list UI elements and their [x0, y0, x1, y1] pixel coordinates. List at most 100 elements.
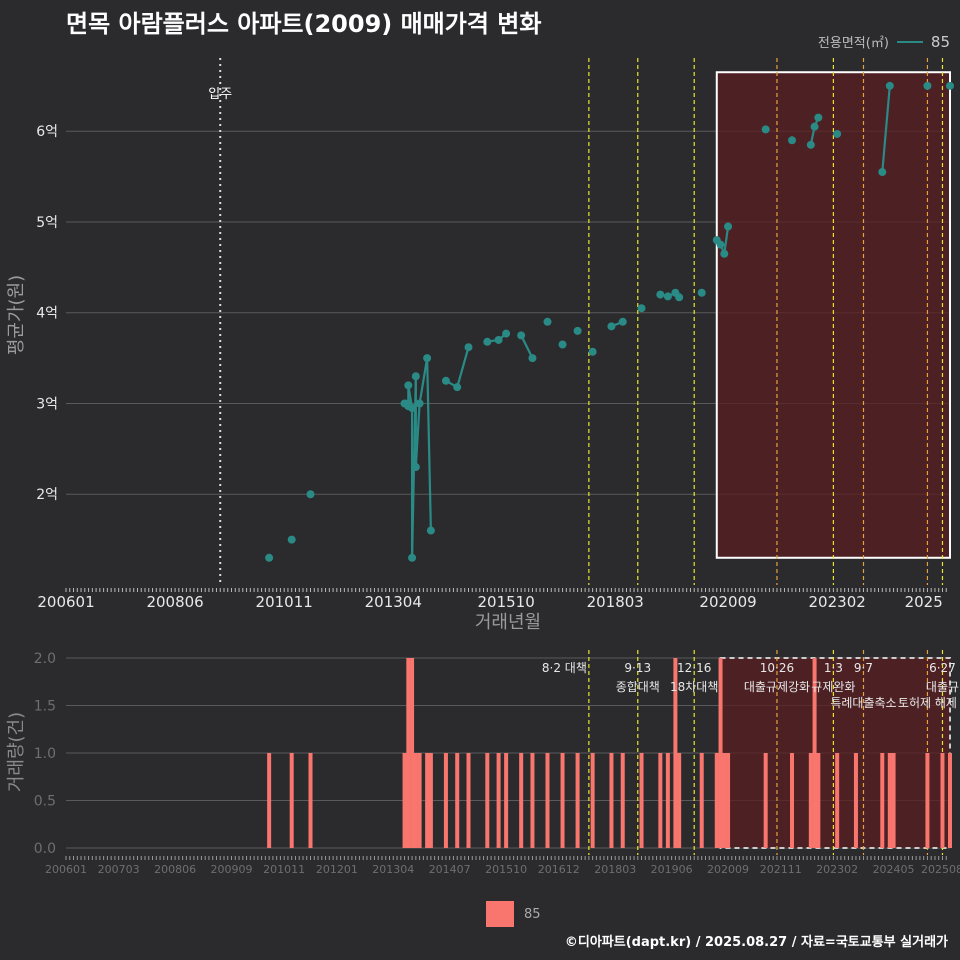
data-point	[697, 288, 706, 297]
legend-bar-swatch	[486, 901, 514, 927]
data-point	[404, 381, 413, 390]
volume-bar	[410, 658, 415, 848]
volume-bar	[790, 753, 795, 848]
series-line	[426, 358, 432, 531]
policy-label-detail: 대출규	[926, 680, 959, 694]
volume-bar	[443, 753, 448, 848]
x-axis-title: 거래년월	[475, 612, 541, 633]
volume-bar	[545, 753, 550, 848]
move-in-label: 입주	[208, 87, 232, 102]
volume-bar	[948, 753, 952, 848]
data-point	[573, 326, 582, 335]
data-point	[464, 343, 473, 352]
y-tick-label: 2억	[36, 487, 58, 503]
volume-bar	[808, 753, 813, 848]
policy-label: 6·27	[929, 661, 956, 675]
policy-label-detail: 토허제 해제	[898, 696, 957, 710]
data-point	[543, 317, 552, 326]
x-tick-label-volume: 200806	[154, 863, 196, 876]
data-point	[618, 317, 627, 326]
volume-bar	[496, 753, 501, 848]
volume-bar	[677, 753, 682, 848]
x-tick-label: 202302	[809, 593, 866, 611]
data-point	[885, 81, 894, 90]
data-point	[528, 354, 537, 363]
volume-bar	[763, 753, 768, 848]
x-tick-label-volume: 202009	[707, 863, 749, 876]
x-tick-label: 200601	[37, 593, 94, 611]
data-point	[411, 463, 420, 472]
policy-label-detail: 특례대출축소	[830, 696, 896, 710]
y-tick-label: 3억	[36, 396, 58, 412]
x-tick-label-volume: 201011	[263, 863, 305, 876]
x-tick-label: 201011	[256, 593, 313, 611]
volume-bar	[530, 753, 535, 848]
data-point	[426, 526, 435, 535]
y-tick-label: 6억	[36, 124, 58, 140]
data-point	[878, 168, 887, 177]
data-point	[517, 331, 526, 340]
volume-bar	[925, 753, 930, 848]
volume-bar	[560, 753, 565, 848]
data-point	[415, 399, 424, 408]
data-point	[408, 553, 417, 562]
volume-bar	[620, 753, 625, 848]
data-point	[814, 113, 823, 122]
volume-bar	[658, 753, 663, 848]
legend-bottom: 85	[486, 901, 541, 927]
x-tick-label-volume: 200703	[98, 863, 140, 876]
data-point	[810, 122, 819, 131]
volume-bar	[940, 753, 945, 848]
y-axis-title: 평균가(원)	[6, 275, 27, 355]
volume-bar	[853, 753, 858, 848]
volume-bar	[575, 753, 580, 848]
data-point	[483, 337, 492, 346]
x-tick-label-volume: 201906	[651, 863, 693, 876]
data-point	[453, 383, 462, 392]
y-tick-label-volume: 1.5	[34, 699, 56, 715]
volume-bar	[504, 753, 509, 848]
volume-bar	[722, 753, 727, 848]
data-point	[588, 347, 597, 356]
data-point	[287, 535, 296, 544]
x-tick-label-volume: 201510	[485, 863, 527, 876]
y-tick-label: 4억	[36, 306, 58, 322]
volume-bar	[880, 753, 885, 848]
footer-credit: ©디아파트(dapt.kr) / 2025.08.27 / 자료=국토교통부 실…	[564, 935, 948, 950]
data-point	[716, 240, 725, 249]
series-line	[881, 85, 891, 173]
policy-label: 12·16	[677, 661, 711, 675]
data-point	[806, 140, 815, 149]
x-tick-label-volume: 202111	[760, 863, 802, 876]
x-tick-label-volume: 200909	[211, 863, 253, 876]
volume-bar	[455, 753, 460, 848]
y-tick-label: 5억	[36, 215, 58, 231]
x-tick-label-volume: 202302	[816, 863, 858, 876]
volume-bar	[267, 753, 272, 848]
x-tick-label-volume: 201201	[316, 863, 358, 876]
data-point	[494, 335, 503, 344]
data-point	[558, 340, 567, 349]
volume-bar	[665, 753, 670, 848]
legend-bottom-label: 85	[524, 906, 541, 922]
policy-label: 9·7	[854, 661, 873, 675]
volume-bar	[289, 753, 294, 848]
legend-line-swatch	[896, 40, 923, 43]
data-point	[675, 293, 684, 302]
volume-bar	[673, 658, 678, 848]
chart-title: 면목 아람플러스 아파트(2009) 매매가격 변화	[66, 10, 542, 38]
volume-bar	[485, 753, 490, 848]
x-tick-label-volume: 201304	[372, 863, 414, 876]
volume-bar	[609, 753, 614, 848]
data-point	[724, 222, 733, 231]
volume-bar	[406, 658, 411, 848]
volume-bar	[816, 753, 821, 848]
data-point	[607, 322, 616, 331]
data-point	[923, 81, 932, 90]
legend-top: 전용면적(㎡) 85	[818, 32, 950, 52]
series-line	[456, 346, 470, 388]
policy-label-detail: 종합대책	[616, 679, 660, 694]
x-tick-label: 201304	[365, 593, 422, 611]
series-line	[418, 357, 429, 404]
data-point	[423, 354, 432, 363]
